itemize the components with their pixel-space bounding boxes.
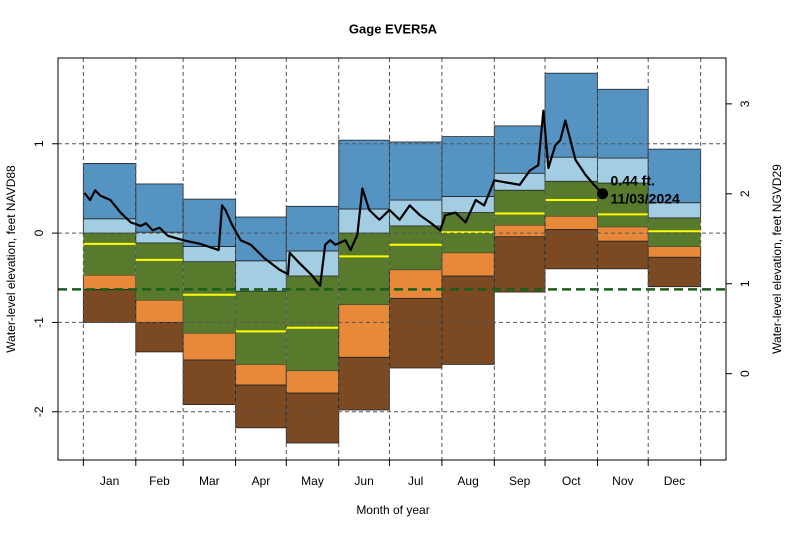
percentile-band: [135, 299, 184, 323]
plot-frame: [57, 57, 727, 461]
percentile-band: [235, 260, 287, 292]
percentile-band: [597, 240, 649, 270]
last-value-label: 0.44 ft.: [611, 172, 655, 188]
percentile-band: [285, 370, 340, 394]
percentile-band: [545, 200, 598, 217]
percentile-band: [544, 229, 598, 270]
x-tick-label: Jan: [100, 474, 119, 488]
percentile-band: [338, 256, 390, 305]
percentile-band: [493, 236, 546, 293]
percentile-band: [83, 243, 136, 276]
y2-tick-label: 1: [738, 280, 752, 287]
percentile-band: [182, 246, 236, 263]
x-tick-label: Nov: [612, 474, 633, 488]
y2-tick-label: 0: [738, 370, 752, 377]
percentile-band: [441, 252, 495, 277]
percentile-band: [647, 246, 702, 258]
percentile-band: [597, 157, 649, 184]
percentile-band: [182, 332, 236, 361]
y2-tick-label: 2: [738, 190, 752, 197]
percentile-band: [441, 275, 495, 365]
x-tick-label: May: [301, 474, 324, 488]
percentile-band: [82, 163, 137, 220]
percentile-band: [235, 291, 287, 332]
percentile-band: [647, 256, 702, 288]
percentile-band: [183, 294, 236, 334]
x-tick-label: Jun: [354, 474, 373, 488]
percentile-band: [389, 297, 443, 369]
percentile-band: [82, 288, 137, 323]
percentile-band: [285, 205, 340, 252]
x-axis-label: Month of year: [356, 503, 429, 517]
percentile-band: [285, 250, 340, 277]
percentile-band: [235, 364, 287, 386]
y2-tick-label: 3: [738, 100, 752, 107]
percentile-band: [494, 190, 546, 214]
x-tick-label: Feb: [149, 474, 170, 488]
water-level-line: [83, 109, 604, 287]
percentile-band: [182, 198, 236, 247]
percentile-band: [545, 181, 598, 201]
percentile-band: [338, 304, 390, 358]
y2-axis-label: Water-level elevation, feet NGVD29: [770, 164, 784, 354]
percentile-band: [135, 242, 184, 260]
x-tick-label: Oct: [562, 474, 581, 488]
percentile-band: [286, 275, 339, 328]
percentile-band: [648, 231, 701, 247]
y-tick-label: -2: [32, 406, 46, 417]
x-tick-label: Dec: [664, 474, 685, 488]
percentile-band: [441, 232, 495, 253]
percentile-band: [648, 217, 701, 232]
percentile-band: [338, 139, 390, 210]
y-tick-label: -1: [32, 317, 46, 328]
percentile-band: [338, 356, 390, 411]
percentile-band: [83, 233, 136, 244]
last-point: [597, 188, 609, 200]
x-tick-label: Aug: [457, 474, 478, 488]
percentile-band: [389, 269, 443, 299]
percentile-band: [441, 212, 495, 233]
percentile-band: [235, 331, 287, 365]
last-date-label: 11/03/2024: [611, 190, 681, 206]
x-tick-label: Apr: [252, 474, 271, 488]
percentile-band: [389, 225, 442, 245]
percentile-band: [389, 141, 443, 201]
x-tick-label: Sep: [509, 474, 531, 488]
percentile-band: [597, 183, 649, 215]
percentile-band: [286, 327, 339, 371]
x-tick-label: Mar: [199, 474, 220, 488]
percentile-band: [235, 384, 287, 429]
percentile-band: [494, 213, 546, 226]
percentile-band: [441, 136, 495, 197]
percentile-band: [647, 148, 702, 204]
percentile-band: [493, 224, 546, 238]
percentile-band: [285, 392, 340, 444]
percentile-band: [82, 274, 137, 290]
percentile-band: [597, 214, 649, 227]
percentile-band: [182, 359, 236, 406]
percentile-band: [597, 88, 649, 159]
chart-title: Gage EVER5A: [349, 21, 438, 36]
percentile-band: [544, 156, 598, 182]
percentile-band: [597, 226, 649, 242]
percentile-band: [389, 244, 442, 270]
percentile-band: [135, 322, 184, 353]
percentile-band: [135, 259, 184, 301]
percentile-band: [338, 233, 390, 257]
percentile-band: [389, 199, 443, 227]
y-tick-label: 1: [32, 140, 46, 147]
percentile-band: [544, 215, 598, 230]
x-tick-label: Jul: [408, 474, 423, 488]
y-tick-label: 0: [32, 229, 46, 236]
y-axis-label: Water-level elevation, feet NAVD88: [4, 165, 18, 353]
percentile-band: [338, 208, 390, 234]
